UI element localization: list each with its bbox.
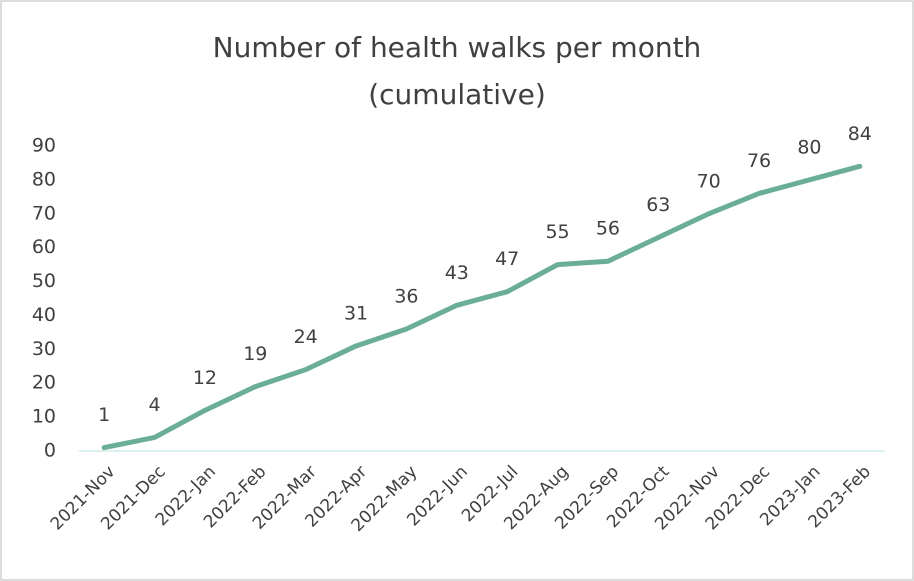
data-label: 70 [697, 170, 721, 192]
data-label: 47 [495, 248, 519, 270]
y-tick-label: 60 [32, 236, 56, 258]
data-label: 76 [747, 150, 771, 172]
y-tick-label: 20 [32, 372, 56, 394]
data-label: 56 [596, 218, 620, 240]
data-label: 19 [243, 343, 267, 365]
data-label: 4 [149, 394, 161, 416]
data-label: 31 [344, 302, 368, 324]
data-label: 55 [545, 221, 569, 243]
y-tick-label: 70 [32, 202, 56, 224]
data-label: 84 [848, 123, 872, 145]
data-label: 43 [445, 262, 469, 284]
data-label: 63 [646, 194, 670, 216]
data-label: 80 [797, 136, 821, 158]
chart-title: Number of health walks per month [213, 31, 702, 64]
y-tick-label: 40 [32, 304, 56, 326]
data-label: 24 [294, 326, 318, 348]
y-tick-label: 80 [32, 168, 56, 190]
y-tick-label: 0 [44, 440, 56, 462]
line-series [101, 163, 863, 451]
data-label: 36 [394, 286, 418, 308]
chart-title: (cumulative) [368, 78, 546, 111]
y-tick-label: 30 [32, 338, 56, 360]
data-label: 1 [98, 404, 110, 426]
y-tick-label: 10 [32, 406, 56, 428]
data-label: 12 [193, 367, 217, 389]
y-tick-label: 50 [32, 270, 56, 292]
y-tick-label: 90 [32, 135, 56, 157]
